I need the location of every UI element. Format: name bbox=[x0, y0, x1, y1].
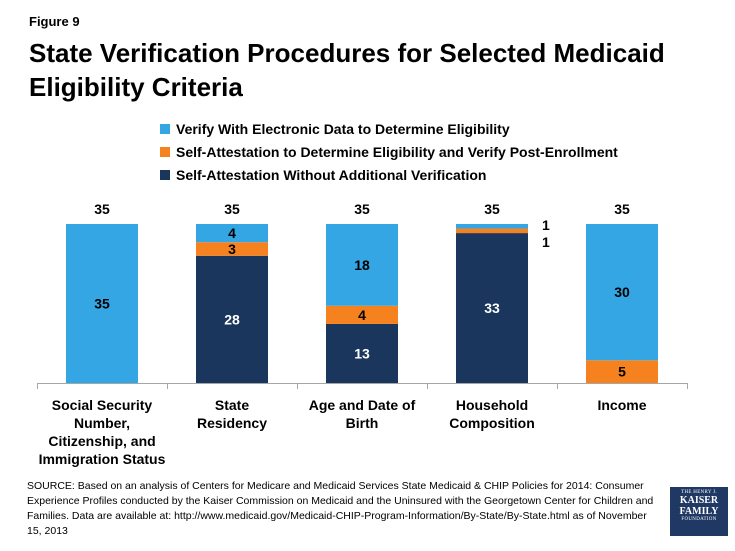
legend-label-post-enrollment: Self-Attestation to Determine Eligibilit… bbox=[176, 143, 618, 160]
category-label: Social Security bbox=[52, 397, 153, 413]
data-label: 35 bbox=[94, 296, 110, 312]
figure-label: Figure 9 bbox=[29, 14, 80, 29]
bar-segment bbox=[196, 224, 268, 243]
legend-item-post-enrollment: Self-Attestation to Determine Eligibilit… bbox=[160, 140, 618, 163]
category-label: Residency bbox=[197, 415, 267, 431]
total-label: 35 bbox=[94, 201, 110, 217]
data-label: 28 bbox=[224, 311, 240, 327]
bar-segment bbox=[456, 228, 528, 234]
bar-segment bbox=[196, 255, 268, 383]
legend-label-no-verification: Self-Attestation Without Additional Veri… bbox=[176, 166, 487, 183]
category-label: Income bbox=[597, 397, 646, 413]
data-label: 30 bbox=[614, 284, 630, 300]
total-label: 35 bbox=[614, 201, 630, 217]
category-label: Birth bbox=[346, 415, 379, 431]
total-label: 35 bbox=[354, 201, 370, 217]
chart-title: State Verification Procedures for Select… bbox=[29, 38, 665, 102]
data-label: 18 bbox=[354, 257, 370, 273]
legend-item-electronic: Verify With Electronic Data to Determine… bbox=[160, 117, 618, 140]
category-label: Age and Date of bbox=[309, 397, 416, 413]
data-label: 4 bbox=[358, 307, 366, 323]
source-note: SOURCE: Based on an analysis of Centers … bbox=[27, 480, 654, 537]
category-label: Citizenship, and bbox=[48, 433, 155, 449]
legend-item-no-verification: Self-Attestation Without Additional Veri… bbox=[160, 163, 618, 186]
category-label: Immigration Status bbox=[39, 451, 166, 467]
logo-line-1: THE HENRY J. bbox=[681, 490, 717, 495]
logo-line-3: FAMILY bbox=[679, 506, 719, 517]
legend: Verify With Electronic Data to Determine… bbox=[160, 117, 618, 186]
category-label: Household bbox=[456, 397, 528, 413]
bar-segment bbox=[326, 224, 398, 306]
legend-swatch-post-enrollment bbox=[160, 146, 170, 157]
bar-segment bbox=[196, 242, 268, 256]
bar-segment bbox=[586, 224, 658, 361]
bar-segment bbox=[326, 323, 398, 383]
legend-swatch-electronic bbox=[160, 123, 170, 134]
category-label: Composition bbox=[449, 415, 535, 431]
data-label: 4 bbox=[228, 225, 236, 241]
bar-segment bbox=[456, 233, 528, 383]
total-label: 35 bbox=[224, 201, 240, 217]
data-label: 3 bbox=[228, 241, 236, 257]
data-label-outside: 1 bbox=[542, 234, 550, 250]
bar-segment bbox=[456, 224, 528, 229]
kff-logo: THE HENRY J. KAISER FAMILY FOUNDATION bbox=[670, 487, 728, 536]
logo-line-2: KAISER bbox=[679, 495, 719, 506]
data-label: 13 bbox=[354, 345, 370, 361]
data-label-outside: 1 bbox=[542, 217, 550, 233]
data-label: 33 bbox=[484, 300, 500, 316]
bar-segment bbox=[586, 360, 658, 383]
category-label: State bbox=[215, 397, 249, 413]
data-label: 5 bbox=[618, 364, 626, 380]
legend-label-electronic: Verify With Electronic Data to Determine… bbox=[176, 120, 510, 137]
logo-line-4: FOUNDATION bbox=[681, 517, 717, 522]
category-label: Number, bbox=[74, 415, 130, 431]
bar-segment bbox=[326, 305, 398, 324]
bar-segment bbox=[66, 224, 138, 383]
total-label: 35 bbox=[484, 201, 500, 217]
legend-swatch-no-verification bbox=[160, 169, 170, 180]
